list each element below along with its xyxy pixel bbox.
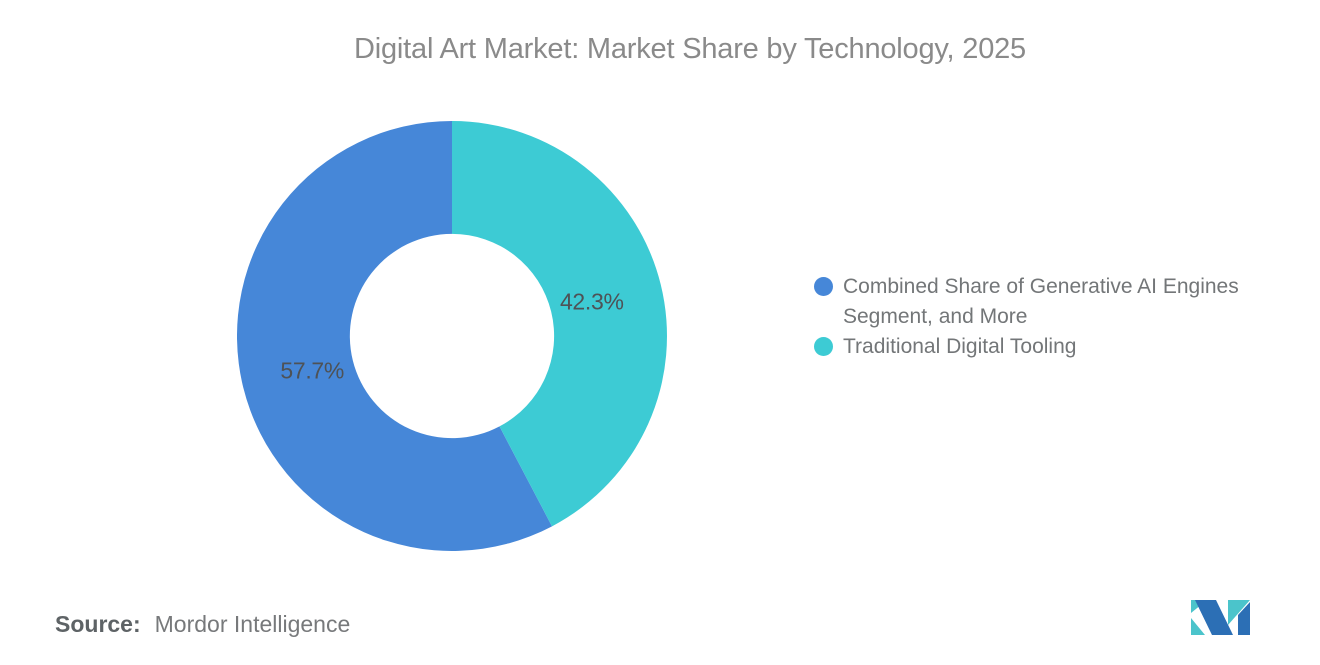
pie-data-label-0: 57.7% — [280, 358, 344, 384]
pie-data-label-1: 42.3% — [560, 289, 624, 315]
source-prefix: Source: — [55, 611, 141, 637]
logo-teal-right-triangle — [1228, 600, 1250, 625]
donut-chart: 57.7% 42.3% — [237, 121, 667, 551]
source-line: Source: Mordor Intelligence — [55, 611, 350, 638]
legend-marker-blue-icon — [814, 277, 833, 296]
logo-teal-bottom-triangle — [1191, 618, 1205, 635]
legend-marker-teal-icon — [814, 337, 833, 356]
chart-title: Digital Art Market: Market Share by Tech… — [354, 33, 1026, 65]
legend-item-generative-ai[interactable]: Combined Share of Generative AI Engines … — [814, 272, 1294, 332]
legend-label-traditional-tooling: Traditional Digital Tooling — [843, 335, 1077, 358]
pie-slice-1[interactable] — [452, 121, 667, 527]
legend: Combined Share of Generative AI Engines … — [814, 272, 1294, 362]
source-text: Mordor Intelligence — [154, 611, 351, 637]
pie-slice-0[interactable] — [237, 121, 553, 551]
legend-item-traditional-tooling[interactable]: Traditional Digital Tooling — [814, 332, 1294, 362]
legend-label-generative-ai: Combined Share of Generative AI Engines … — [843, 275, 1239, 328]
logo-blue-diagonal — [1195, 600, 1233, 635]
mordor-intelligence-logo-icon — [1191, 600, 1250, 635]
logo-blue-bar — [1238, 602, 1250, 635]
